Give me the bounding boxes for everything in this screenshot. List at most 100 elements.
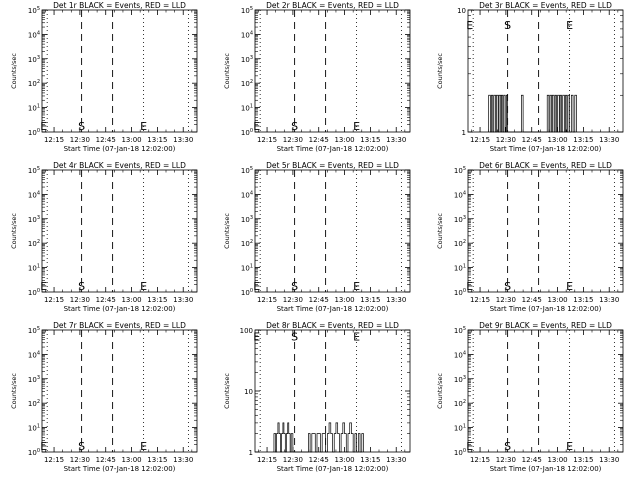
chart-panel: Det 2r BLACK = Events, RED = LLD 100 101 10…	[223, 1, 411, 153]
x-tick-label: 13:30	[173, 296, 193, 304]
x-tick-label: 12:15	[470, 136, 490, 144]
x-tick-label: 13:00	[334, 296, 354, 304]
event-marker-label: E	[566, 440, 573, 453]
y-tick-label: 1	[462, 129, 466, 137]
y-tick-label: 100	[28, 288, 40, 297]
y-tick-label: 103	[454, 375, 466, 384]
x-tick-label: 12:15	[44, 456, 64, 464]
x-tick-label: 12:45	[309, 456, 329, 464]
y-tick-label: 101	[28, 104, 40, 113]
events-series-line	[273, 422, 364, 453]
x-tick-label: 12:30	[496, 296, 516, 304]
y-tick-label: 105	[241, 6, 253, 15]
event-marker-label: S	[504, 19, 511, 32]
y-axis-label: Counts/sec	[223, 373, 231, 409]
chart-title: Det 4r BLACK = Events, RED = LLD	[53, 161, 186, 170]
event-marker-label: S	[78, 120, 85, 133]
x-tick-label: 13:30	[173, 136, 193, 144]
event-marker-label: S	[78, 280, 85, 293]
x-tick-label: 13:15	[360, 296, 380, 304]
chart-title: Det 5r BLACK = Events, RED = LLD	[266, 161, 399, 170]
x-tick-label: 13:15	[360, 456, 380, 464]
y-tick-label: 105	[28, 326, 40, 335]
x-tick-label: 13:30	[173, 456, 193, 464]
x-tick-label: 12:30	[496, 136, 516, 144]
y-tick-label: 105	[454, 326, 466, 335]
chart-title: Det 3r BLACK = Events, RED = LLD	[479, 1, 612, 10]
x-tick-label: 12:45	[96, 296, 116, 304]
chart-title: Det 9r BLACK = Events, RED = LLD	[479, 321, 612, 330]
y-tick-label: 103	[241, 55, 253, 64]
x-tick-label: 13:30	[599, 456, 619, 464]
y-tick-label: 102	[454, 239, 466, 248]
y-axis-label: Counts/sec	[223, 213, 231, 249]
chart-panel: Det 9r BLACK = Events, RED = LLD 100 101 10…	[436, 321, 624, 473]
y-tick-label: 102	[454, 399, 466, 408]
y-tick-label: 101	[454, 424, 466, 433]
y-axis-label: Counts/sec	[10, 373, 18, 409]
chart-panel: Det 6r BLACK = Events, RED = LLD 100 101 10…	[436, 161, 624, 313]
x-tick-label: 13:15	[573, 136, 593, 144]
y-tick-label: 103	[28, 375, 40, 384]
y-tick-label: 103	[241, 215, 253, 224]
y-tick-label: 101	[28, 264, 40, 273]
x-tick-label: 12:45	[522, 296, 542, 304]
plot-frame	[41, 329, 198, 453]
x-axis-label: Start Time (07-Jan-18 12:02:00)	[490, 145, 602, 153]
plot-frame	[41, 169, 198, 293]
event-marker-label: E	[353, 280, 360, 293]
y-tick-label: 102	[28, 79, 40, 88]
x-tick-label: 12:30	[283, 136, 303, 144]
x-tick-label: 12:15	[470, 456, 490, 464]
event-marker-label: E	[253, 280, 260, 293]
y-axis-label: Counts/sec	[436, 213, 444, 249]
chart-title: Det 2r BLACK = Events, RED = LLD	[266, 1, 399, 10]
chart-panel: Det 1r BLACK = Events, RED = LLD 100 101 10…	[10, 1, 198, 153]
y-tick-label: 101	[454, 264, 466, 273]
y-tick-label: 105	[454, 166, 466, 175]
event-marker-label: E	[566, 19, 573, 32]
event-marker-label: E	[40, 280, 47, 293]
event-marker-label: E	[353, 120, 360, 133]
x-tick-label: 13:30	[599, 296, 619, 304]
plot-frame	[467, 169, 624, 293]
event-marker-label: E	[253, 331, 260, 344]
x-tick-label: 13:15	[573, 296, 593, 304]
event-marker-label: E	[466, 440, 473, 453]
chart-title: Det 6r BLACK = Events, RED = LLD	[479, 161, 612, 170]
event-marker-label: E	[40, 440, 47, 453]
y-axis-label: Counts/sec	[436, 53, 444, 89]
y-tick-label: 104	[28, 190, 40, 199]
y-tick-label: 104	[454, 190, 466, 199]
x-tick-label: 13:15	[147, 456, 167, 464]
event-marker-label: E	[40, 120, 47, 133]
x-tick-label: 12:15	[257, 456, 277, 464]
chart-panel: Det 3r BLACK = Events, RED = LLD 1 10 12:15…	[436, 1, 624, 153]
y-tick-label: 102	[241, 239, 253, 248]
y-tick-label: 101	[241, 264, 253, 273]
x-axis-label: Start Time (07-Jan-18 12:02:00)	[64, 305, 176, 313]
y-axis-label: Counts/sec	[223, 53, 231, 89]
x-tick-label: 12:30	[283, 296, 303, 304]
y-tick-label: 100	[454, 448, 466, 457]
event-marker-label: E	[140, 120, 147, 133]
y-axis-label: Counts/sec	[10, 53, 18, 89]
y-tick-label: 102	[28, 399, 40, 408]
x-axis-label: Start Time (07-Jan-18 12:02:00)	[277, 145, 389, 153]
chart-panel: Det 7r BLACK = Events, RED = LLD 100 101 10…	[10, 321, 198, 473]
y-tick-label: 101	[28, 424, 40, 433]
plot-frame	[41, 9, 198, 133]
event-marker-label: S	[291, 120, 298, 133]
event-marker-label: E	[140, 440, 147, 453]
y-tick-label: 100	[241, 128, 253, 137]
x-tick-label: 12:30	[496, 456, 516, 464]
y-tick-label: 10	[457, 7, 466, 15]
x-tick-label: 12:30	[70, 296, 90, 304]
y-tick-label: 101	[241, 104, 253, 113]
x-axis-label: Start Time (07-Jan-18 12:02:00)	[64, 145, 176, 153]
x-tick-label: 12:15	[44, 296, 64, 304]
y-axis-label: Counts/sec	[436, 373, 444, 409]
x-tick-label: 13:30	[386, 136, 406, 144]
x-tick-label: 13:00	[547, 456, 567, 464]
